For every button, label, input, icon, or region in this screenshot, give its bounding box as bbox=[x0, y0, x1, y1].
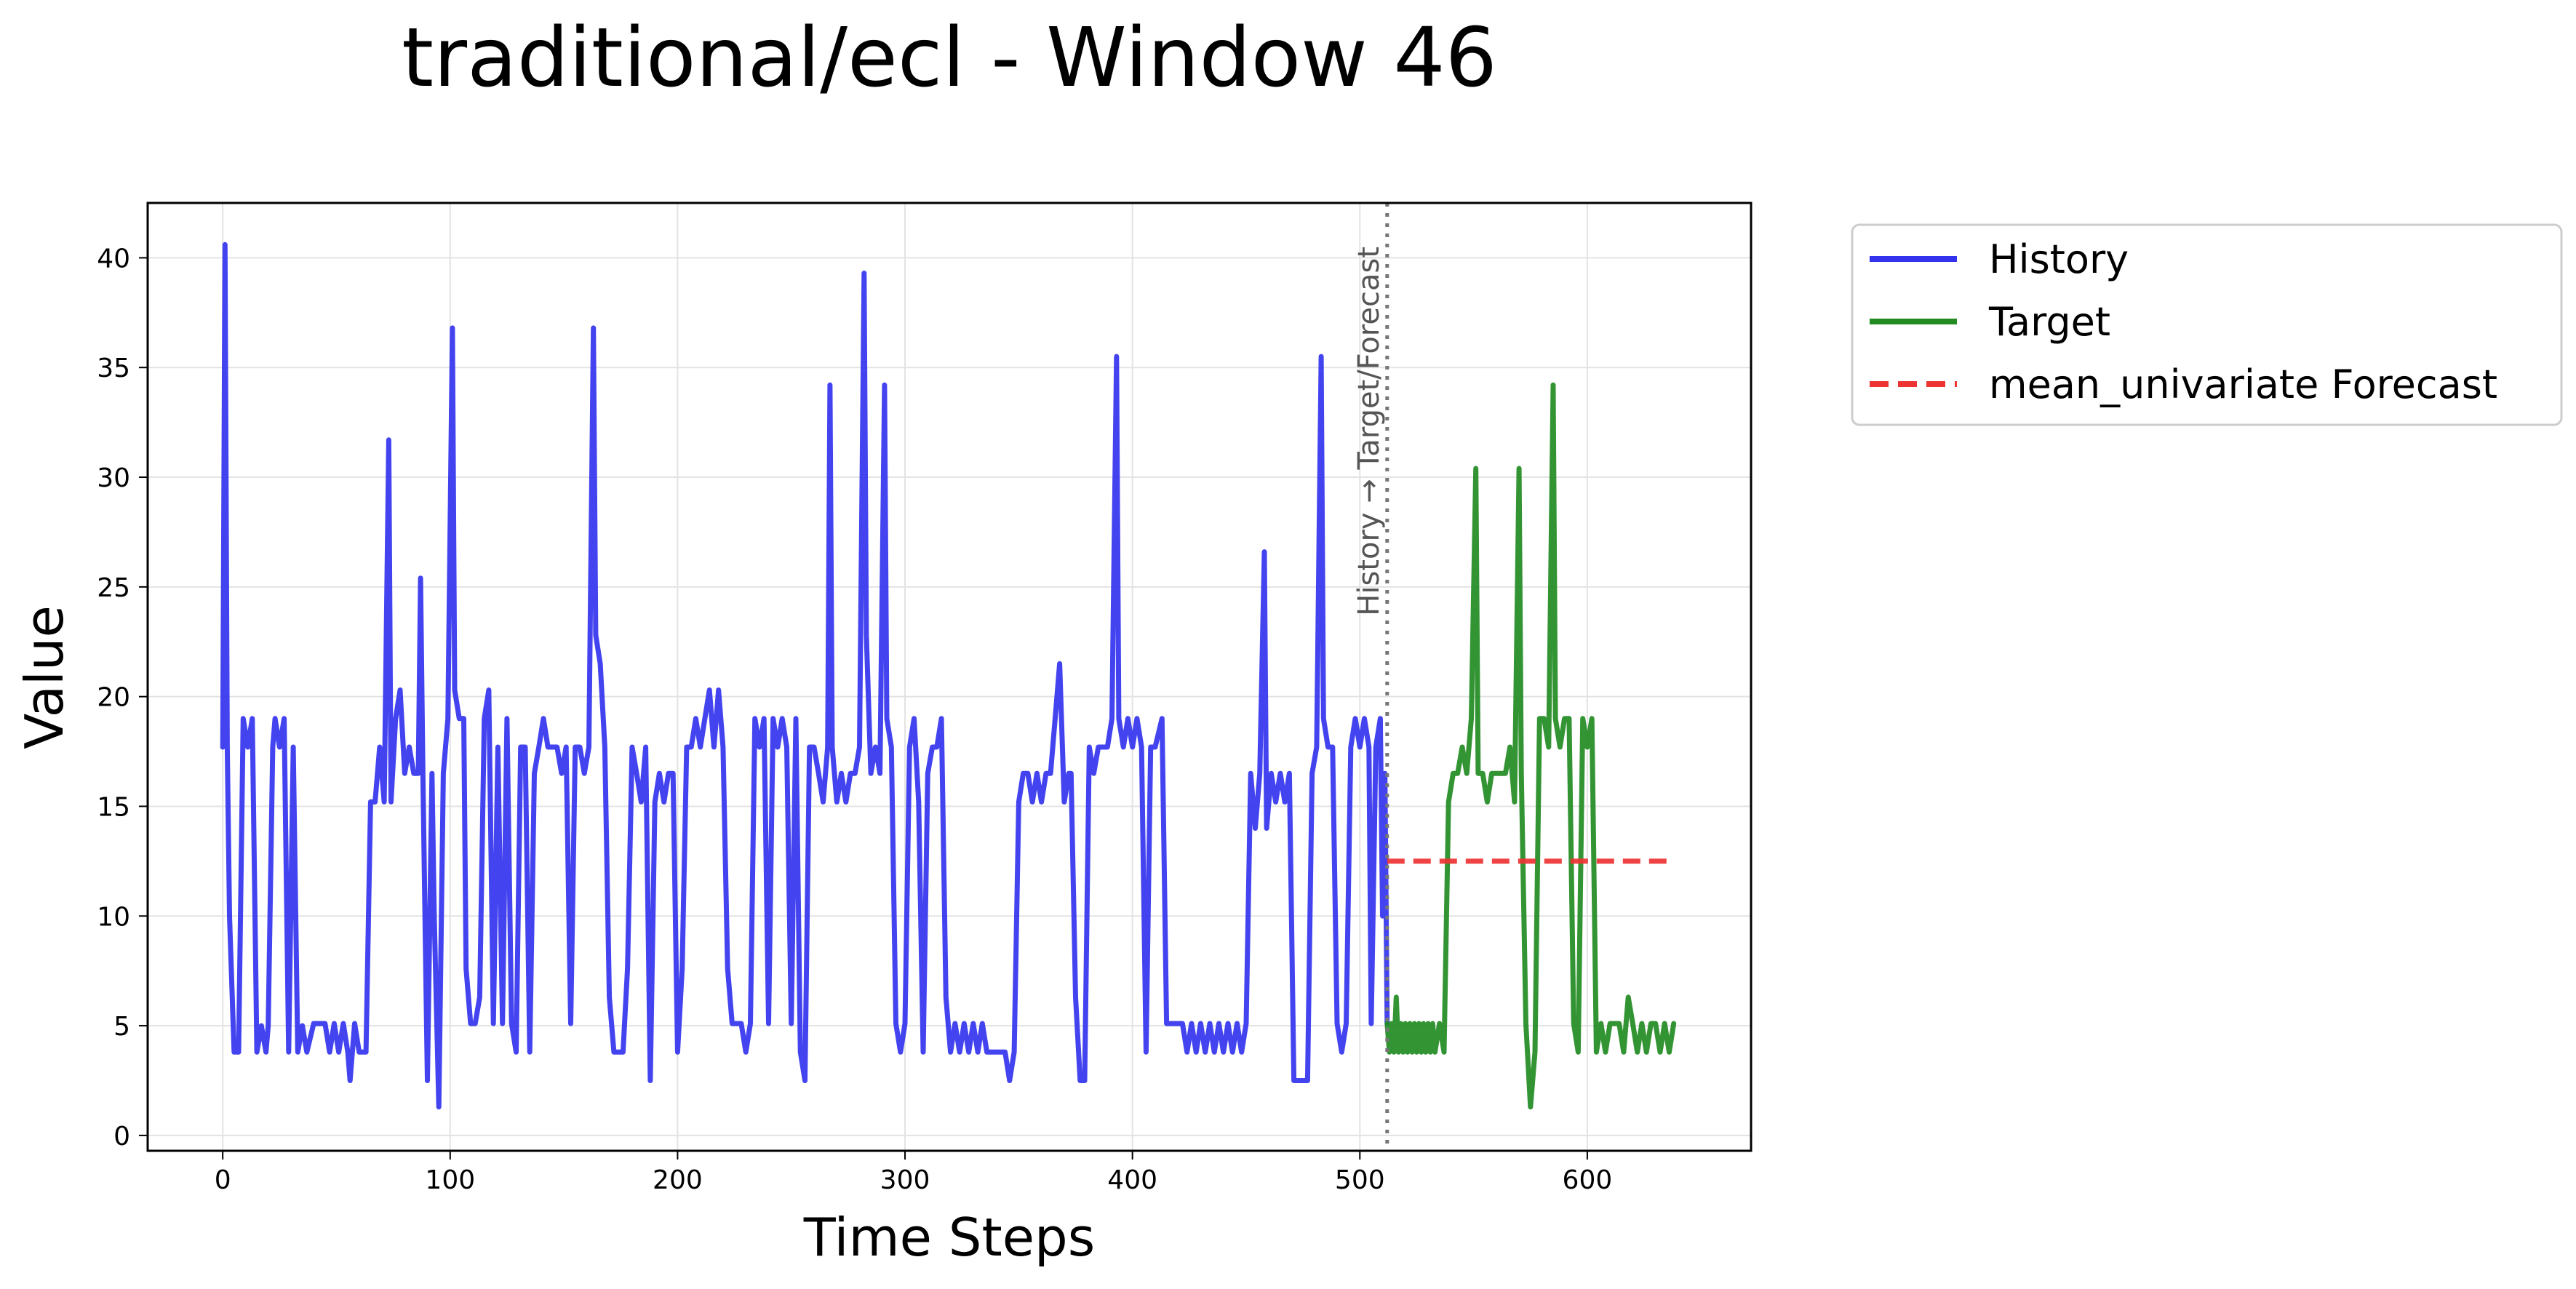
x-tick-label: 600 bbox=[1563, 1165, 1613, 1195]
y-tick-label: 15 bbox=[97, 792, 130, 822]
x-tick-label: 500 bbox=[1335, 1165, 1385, 1195]
legend-label: Target bbox=[1988, 299, 2110, 345]
series-line-1 bbox=[1384, 382, 1677, 1110]
y-tick-label: 30 bbox=[97, 463, 130, 493]
chart-title: traditional/ecl - Window 46 bbox=[402, 11, 1497, 105]
y-tick-label: 20 bbox=[97, 683, 130, 713]
y-axis-label: Value bbox=[14, 605, 75, 749]
x-axis-label: Time Steps bbox=[803, 1207, 1096, 1268]
x-tick-label: 400 bbox=[1107, 1165, 1157, 1195]
legend-box bbox=[1851, 223, 2563, 426]
y-tick-label: 40 bbox=[97, 244, 130, 274]
divider-label: History → Target/Forecast bbox=[1352, 247, 1386, 616]
y-axis-ticks: 0 5 10 15 20 25 30 35 40 bbox=[97, 244, 148, 1152]
x-tick-label: 200 bbox=[653, 1165, 703, 1195]
y-tick-label: 5 bbox=[113, 1012, 130, 1042]
plot-series bbox=[220, 242, 1677, 1110]
legend-label: mean_univariate Forecast bbox=[1989, 362, 2497, 407]
legend-label: History bbox=[1989, 236, 2129, 282]
y-tick-label: 25 bbox=[97, 573, 130, 603]
x-tick-label: 0 bbox=[215, 1165, 231, 1195]
grid-lines bbox=[148, 203, 1751, 1151]
plot-frame bbox=[146, 201, 1752, 1152]
x-tick-label: 300 bbox=[880, 1165, 930, 1195]
x-tick-label: 100 bbox=[425, 1165, 475, 1195]
series-line-0 bbox=[220, 242, 1390, 1110]
y-tick-label: 10 bbox=[97, 902, 130, 932]
x-axis-ticks: 0 100 200 300 400 500 600 bbox=[215, 1151, 1613, 1195]
legend: History Target mean_univariate Forecast bbox=[1851, 223, 2563, 426]
y-tick-label: 35 bbox=[97, 354, 130, 383]
history-forecast-divider: History → Target/Forecast bbox=[1352, 203, 1389, 1151]
y-tick-label: 0 bbox=[113, 1122, 130, 1152]
